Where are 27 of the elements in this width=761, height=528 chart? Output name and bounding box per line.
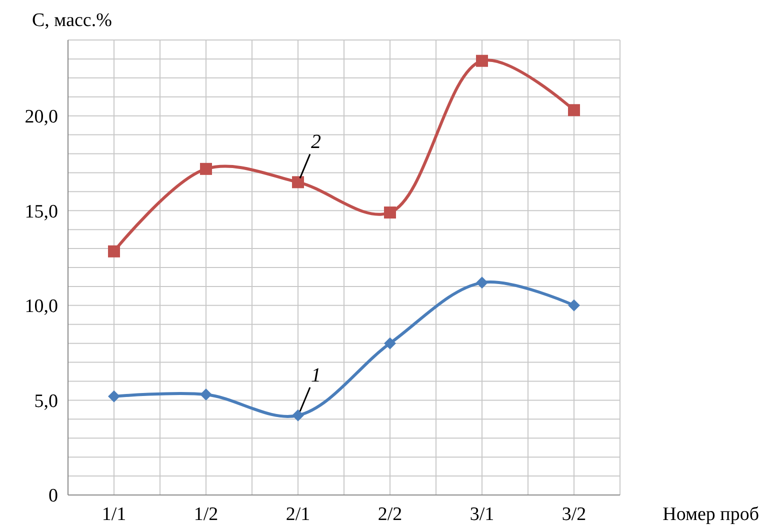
x-tick-label: 3/2 bbox=[562, 504, 586, 525]
x-tick-label: 2/1 bbox=[286, 504, 310, 525]
y-tick-label: 5,0 bbox=[34, 390, 58, 412]
y-tick-label: 15,0 bbox=[24, 201, 58, 222]
point bbox=[568, 299, 580, 312]
point bbox=[476, 276, 488, 289]
x-tick-label: 1/1 bbox=[102, 504, 126, 525]
point bbox=[108, 245, 120, 258]
series-label: 1 bbox=[311, 364, 321, 386]
point bbox=[384, 337, 396, 350]
y-axis-title: C, масс.% bbox=[32, 10, 112, 31]
point bbox=[108, 390, 120, 402]
x-tick-label: 2/2 bbox=[378, 504, 402, 525]
point bbox=[292, 176, 304, 188]
point bbox=[292, 409, 304, 422]
x-tick-label: 1/2 bbox=[194, 504, 218, 525]
point bbox=[384, 206, 396, 219]
y-tick-label: 20,0 bbox=[24, 106, 58, 128]
y-tick-label: 10,0 bbox=[24, 296, 58, 318]
series-label: 2 bbox=[311, 131, 321, 154]
x-tick-label: 3/1 bbox=[470, 504, 494, 525]
point bbox=[200, 162, 212, 175]
point bbox=[200, 388, 212, 401]
point bbox=[476, 54, 488, 67]
y-tick-label: 0 bbox=[48, 486, 58, 507]
x-axis-title: Номер проб bbox=[662, 504, 759, 525]
point bbox=[568, 104, 580, 116]
